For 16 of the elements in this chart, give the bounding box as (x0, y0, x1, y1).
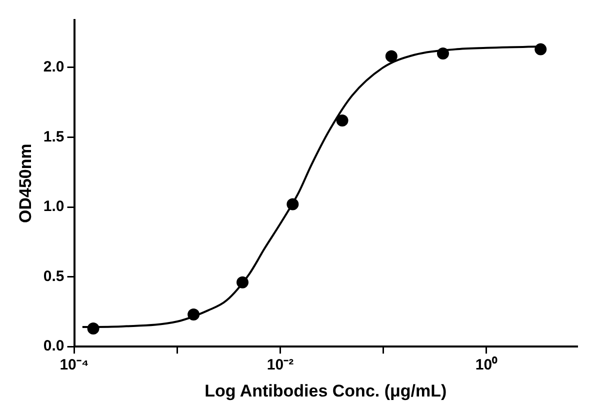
y-tick-label: 1.0 (43, 198, 64, 216)
y-tick-label: 2.0 (43, 58, 64, 76)
x-tick-label: 10⁻⁴ (60, 356, 89, 374)
x-axis-title: Log Antibodies Conc. (μg/mL) (204, 381, 447, 400)
point (336, 114, 348, 126)
y-tick-label: 0.5 (43, 268, 64, 285)
x-tick-label: 10⁰ (475, 356, 498, 374)
point (436, 48, 449, 60)
x-tick-label: 10⁻² (266, 356, 294, 374)
y-tick-label: 0.0 (43, 338, 64, 355)
y-axis-title: OD450nm (16, 144, 35, 223)
point (286, 198, 299, 210)
y-tick-label: 1.5 (43, 128, 64, 146)
point (236, 276, 249, 288)
point (188, 308, 200, 320)
point (385, 50, 398, 62)
